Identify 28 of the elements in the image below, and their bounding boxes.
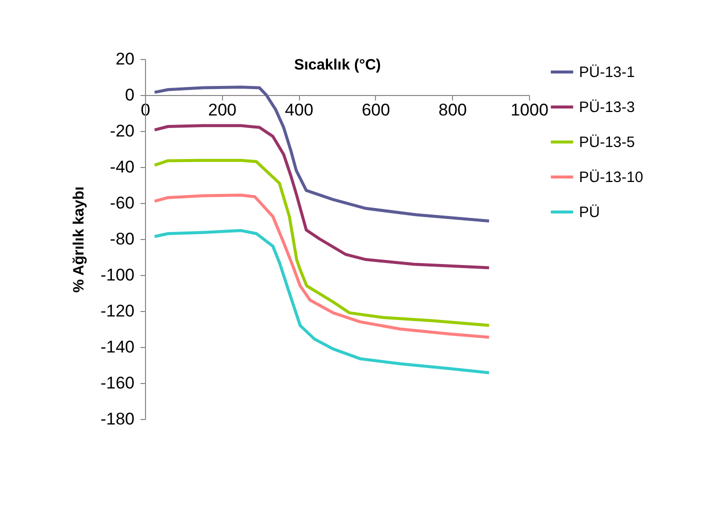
x-axis-title: Sıcaklık (°C) xyxy=(294,56,381,74)
y-tick-label: -180 xyxy=(100,410,134,428)
legend-label: PÜ-13-5 xyxy=(579,134,635,151)
y-tick-label: -140 xyxy=(100,338,134,356)
line-series xyxy=(153,86,491,222)
x-tick-label: 1000 xyxy=(510,100,548,120)
x-tick-label: 200 xyxy=(208,100,236,120)
y-tick-label: -20 xyxy=(110,122,134,140)
legend-label: PÜ-13-10 xyxy=(579,169,644,186)
y-tick-label: -100 xyxy=(100,266,134,284)
x-tick-label: 800 xyxy=(438,100,467,120)
line-series xyxy=(153,194,491,339)
x-tick-label: 400 xyxy=(284,100,314,120)
y-axis-title: % Ağrılık kaybı xyxy=(70,186,88,293)
legend-label: PÜ-13-1 xyxy=(579,64,635,81)
y-tick-label: 20 xyxy=(116,50,134,68)
legend-label: PÜ xyxy=(579,204,600,221)
y-tick-label: 0 xyxy=(125,86,134,104)
y-tick-label: -80 xyxy=(110,230,134,248)
legend-label: PÜ-13-3 xyxy=(579,99,635,116)
y-tick-label: -40 xyxy=(110,158,134,176)
y-tick-label: -60 xyxy=(110,194,134,212)
y-tick-label: -120 xyxy=(100,302,134,320)
line-series xyxy=(153,229,491,374)
line-series xyxy=(153,158,491,327)
line-series xyxy=(153,124,491,270)
x-tick-label: 600 xyxy=(362,100,390,120)
y-tick-label: -160 xyxy=(100,374,134,392)
